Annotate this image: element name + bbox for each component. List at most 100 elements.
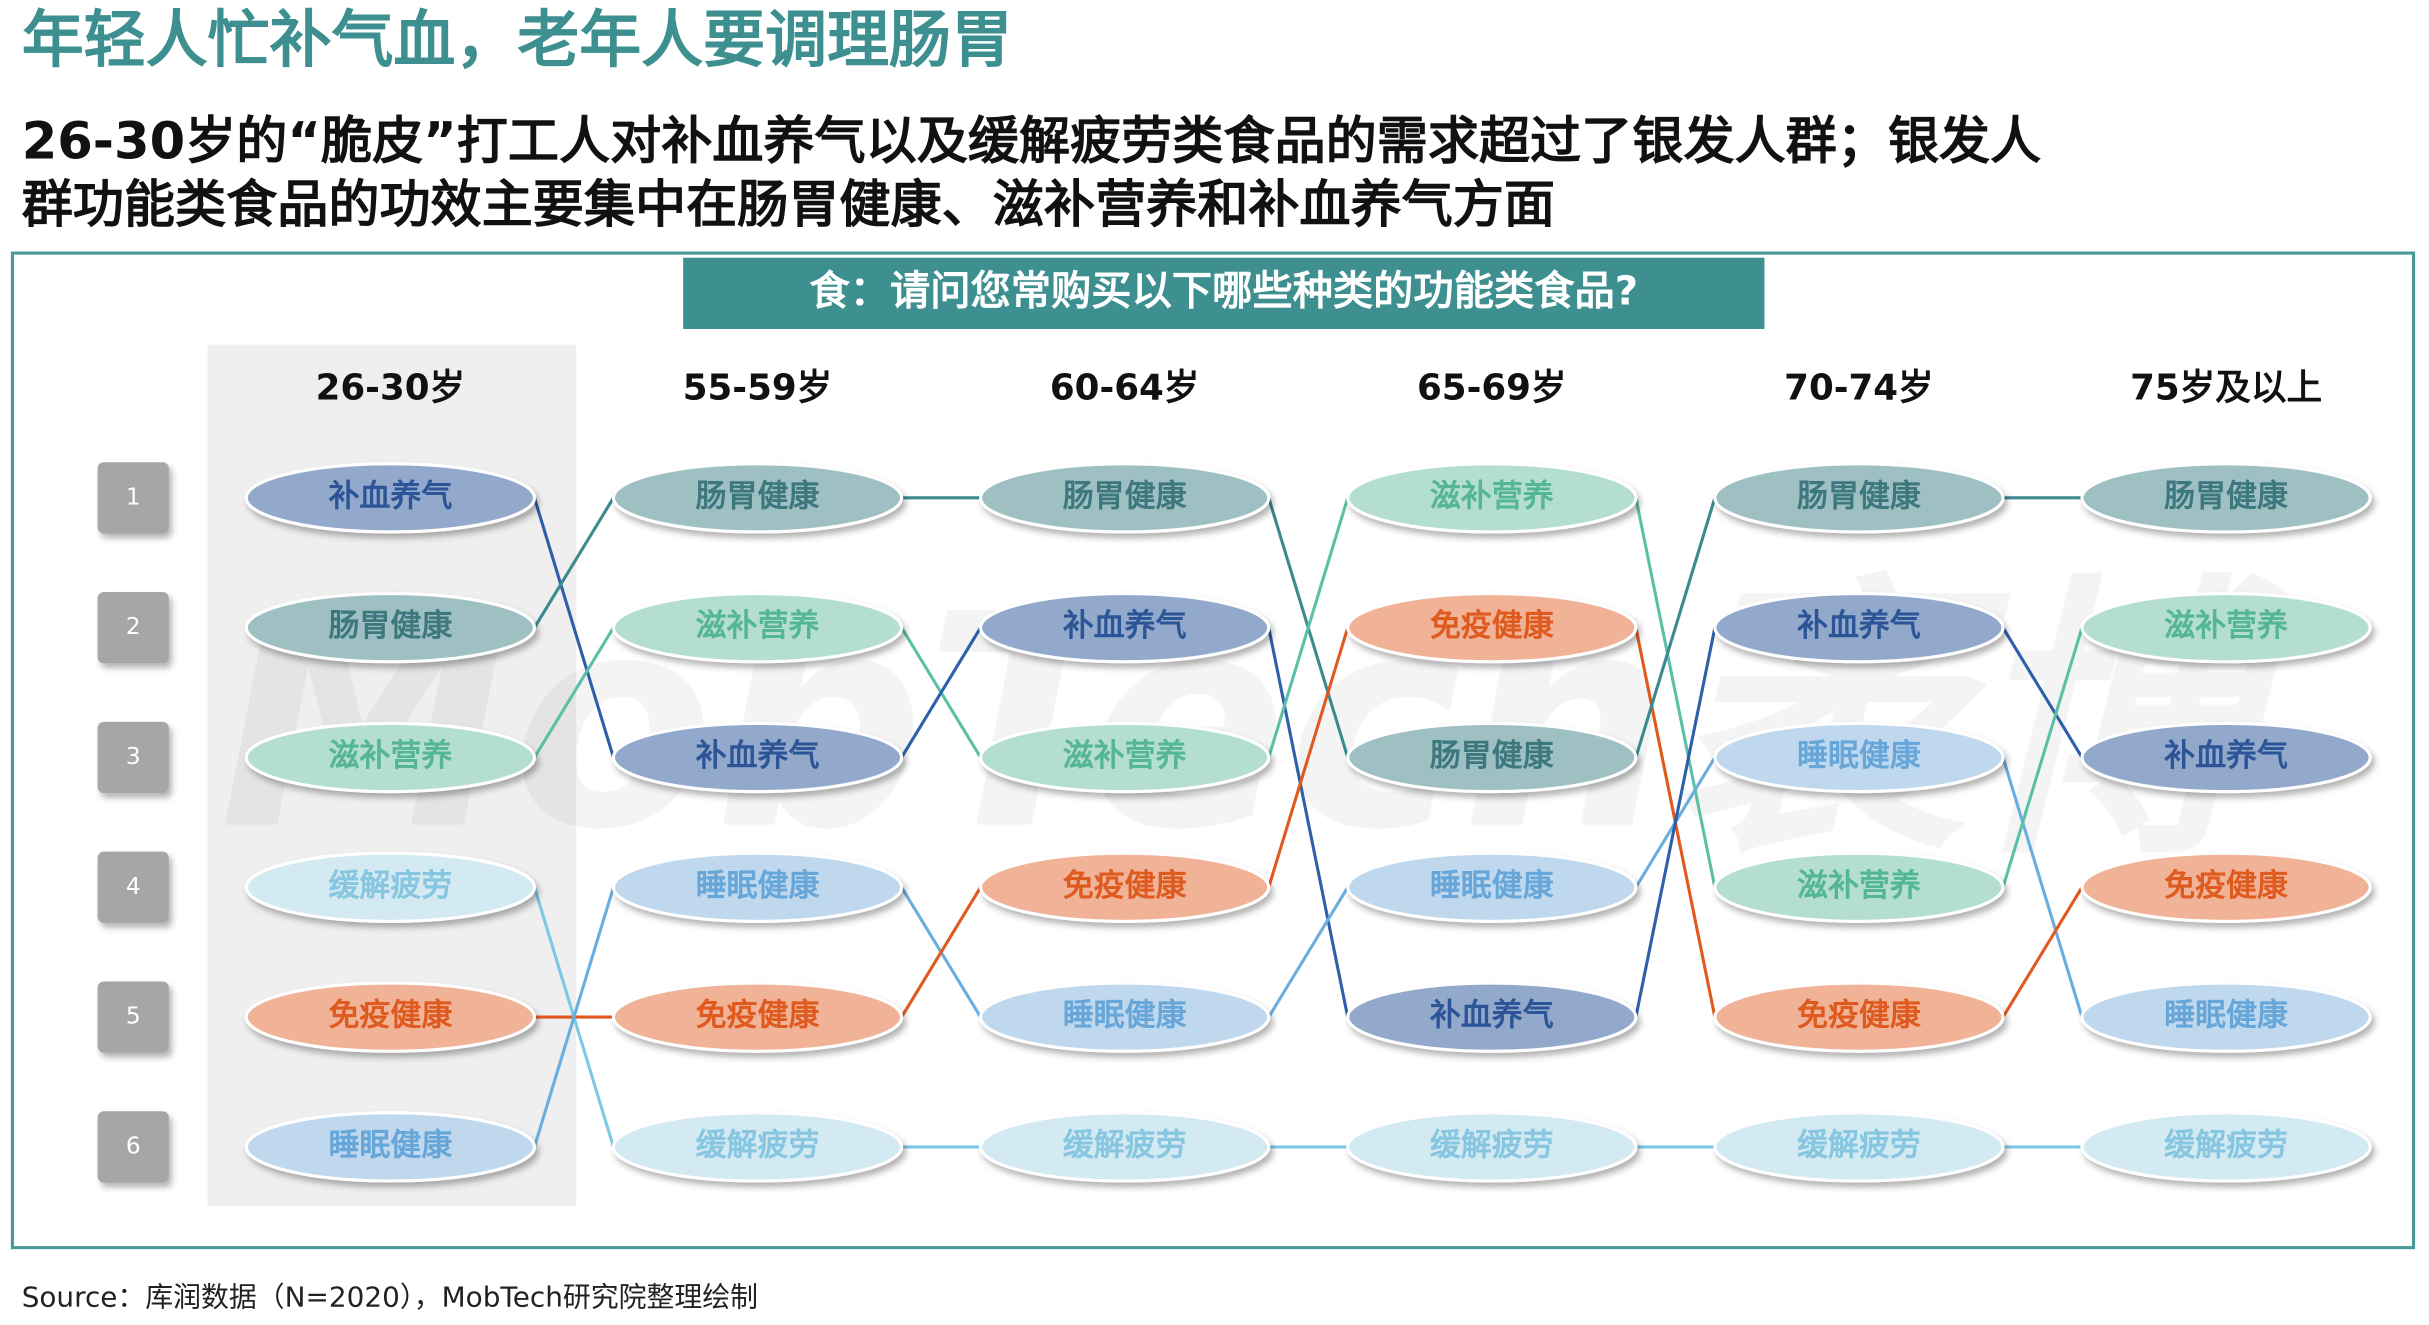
item-label: 肠胃健康 (696, 478, 821, 514)
subtitle: 26-30岁的“脆皮”打工人对补血养气以及缓解疲劳类食品的需求超过了银发人群；银… (22, 113, 2041, 172)
column-header: 55-59岁 (683, 367, 833, 408)
item-pill (2080, 851, 2372, 923)
item-pill (611, 721, 904, 794)
item-pill (1713, 592, 2005, 664)
rank-box (97, 592, 169, 664)
connector (532, 497, 615, 758)
item-pill (979, 981, 1271, 1053)
item-label: 补血养气 (1430, 998, 1554, 1034)
item-pill (611, 462, 904, 534)
item-pill (2080, 721, 2372, 794)
item-label: 缓解疲劳 (1797, 1127, 1921, 1163)
rank-label: 6 (126, 1132, 141, 1159)
item-pill (1713, 851, 2005, 923)
item-label: 肠胃健康 (1430, 738, 1555, 774)
item-pill (1346, 721, 1638, 794)
connectors (532, 496, 2084, 1149)
item-label: 滋补营养 (2164, 608, 2288, 644)
item-label: 睡眠健康 (1797, 738, 1922, 774)
item-label: 免疫健康 (1797, 998, 1922, 1034)
item-pill (979, 851, 1271, 923)
item-pill (244, 851, 536, 923)
item-label: 睡眠健康 (328, 1127, 453, 1163)
item-label: 缓解疲劳 (2164, 1127, 2288, 1163)
connector (533, 497, 615, 629)
item-label: 滋补营养 (1063, 738, 1187, 774)
item-pill (1346, 851, 1638, 923)
item-pill (1346, 462, 1638, 534)
connector (1634, 627, 1717, 1018)
item-pill (1713, 1111, 2005, 1183)
item-label: 睡眠健康 (2164, 998, 2289, 1034)
rank-label: 1 (126, 483, 141, 510)
item-pill (2080, 462, 2372, 534)
item-label: 免疫健康 (1430, 608, 1555, 644)
item-label: 缓解疲劳 (1063, 1127, 1187, 1163)
item-label: 睡眠健康 (1430, 868, 1555, 904)
item-label: 补血养气 (1063, 608, 1187, 644)
source: Source：库润数据（N=2020），MobTech研究院整理绘制 (22, 1281, 758, 1314)
item-label: 补血养气 (696, 738, 820, 774)
item-pill (2080, 592, 2372, 664)
item-pill (244, 592, 536, 664)
item-label: 缓解疲劳 (328, 868, 452, 904)
watermark: MobTech袤博 (219, 553, 2310, 895)
rank-label: 4 (126, 873, 141, 900)
item-pill (2080, 981, 2372, 1053)
connector (1267, 886, 1350, 1018)
item-label: 睡眠健康 (1063, 998, 1188, 1034)
item-label: 补血养气 (2164, 738, 2288, 774)
item-pill (244, 462, 536, 534)
item-label: 滋补营养 (696, 608, 820, 644)
item-pill (979, 592, 1271, 664)
connector (900, 886, 982, 1018)
column-header: 65-69岁 (1417, 367, 1567, 408)
rank-box (97, 851, 169, 923)
rank-box (97, 981, 169, 1053)
column-header: 70-74岁 (1784, 367, 1934, 408)
item-pill (611, 1111, 904, 1183)
rank-label: 5 (126, 1003, 141, 1030)
item-pill (2080, 1111, 2372, 1183)
column-header: 75岁及以上 (2130, 367, 2322, 408)
item-label: 补血养气 (328, 478, 452, 514)
item-pill (1346, 592, 1638, 664)
question: 食：请问您常购买以下哪些种类的功能类食品? (809, 268, 1638, 314)
item-pill (1713, 462, 2005, 534)
item-pill (244, 1111, 536, 1183)
question-banner (683, 257, 1765, 329)
item-label: 免疫健康 (1063, 868, 1188, 904)
item-pill (1713, 721, 2005, 794)
item-pill (1346, 981, 1638, 1053)
column-header: 26-30岁 (316, 367, 466, 408)
column-header: 60-64岁 (1050, 367, 1200, 408)
rank-box (97, 462, 169, 534)
subtitle: 群功能类食品的功效主要集中在肠胃健康、滋补营养和补血养气方面 (22, 176, 1555, 235)
item-pill (979, 1111, 1271, 1183)
item-label: 肠胃健康 (328, 608, 453, 644)
item-label: 肠胃健康 (1063, 478, 1188, 514)
connector (2001, 627, 2084, 888)
item-label: 免疫健康 (2164, 868, 2289, 904)
rank-box (97, 721, 169, 794)
item-pill (244, 721, 536, 794)
item-pill (979, 462, 1271, 534)
item-pill (611, 851, 904, 923)
item-label: 滋补营养 (328, 738, 452, 774)
item-pill (611, 592, 904, 664)
rank-label: 2 (126, 613, 141, 640)
item-pill (244, 981, 536, 1053)
rank-label: 3 (126, 743, 141, 770)
item-label: 肠胃健康 (2164, 478, 2289, 514)
connector (900, 626, 982, 759)
connector (533, 626, 615, 759)
frame (10, 251, 2416, 1250)
item-label: 缓解疲劳 (696, 1127, 820, 1163)
connector (532, 886, 615, 1148)
connector (1267, 497, 1350, 758)
item-pill (611, 981, 904, 1053)
item-label: 免疫健康 (328, 998, 453, 1034)
item-label: 滋补营养 (1797, 868, 1921, 904)
item-pill (979, 721, 1271, 794)
